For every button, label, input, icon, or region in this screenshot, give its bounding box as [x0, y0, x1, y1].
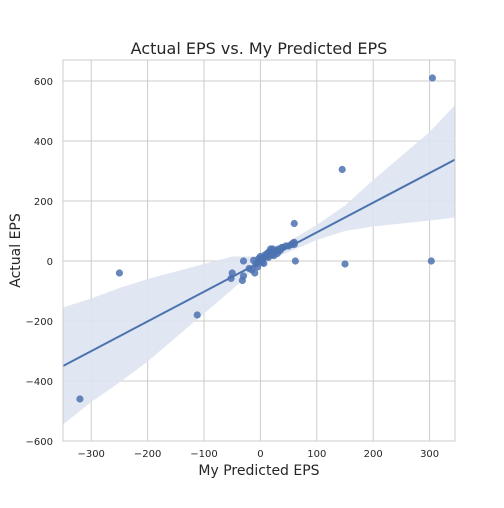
data-point	[270, 252, 278, 260]
x-tick-label: −300	[77, 449, 104, 460]
y-tick-label: 200	[34, 197, 53, 208]
x-tick-label: 200	[364, 449, 383, 460]
y-tick-label: −200	[26, 317, 53, 328]
data-point	[227, 274, 235, 282]
data-point	[239, 257, 248, 265]
x-tick-label: −200	[134, 449, 161, 460]
x-tick-label: 0	[257, 449, 263, 460]
data-point	[264, 253, 272, 261]
data-point	[193, 311, 201, 319]
axes-frame	[62, 59, 456, 442]
data-point	[76, 395, 84, 403]
x-tick-label: −100	[190, 449, 217, 460]
y-axis-label: Actual EPS	[8, 213, 24, 288]
y-tick-label: −600	[26, 437, 53, 448]
y-tick-label: 600	[34, 77, 53, 88]
x-tick-labels: −300 −200 −100 0 100 200 300	[77, 449, 439, 460]
data-point	[115, 269, 124, 277]
data-point	[341, 260, 349, 268]
y-tick-label: 0	[47, 257, 53, 268]
data-point	[260, 259, 268, 267]
data-point	[427, 257, 435, 265]
data-point	[290, 219, 298, 228]
data-point	[250, 256, 258, 264]
x-axis-label: My Predicted EPS	[198, 463, 319, 479]
data-point	[239, 272, 248, 280]
data-point	[428, 74, 437, 82]
data-point	[290, 238, 298, 246]
data-point	[338, 165, 346, 174]
data-point	[253, 263, 262, 271]
scatter-points-layer	[76, 74, 437, 403]
data-point	[251, 269, 259, 277]
x-tick-label: 100	[307, 449, 326, 460]
x-tick-label: 300	[420, 449, 439, 460]
y-tick-label: 400	[34, 137, 53, 148]
y-tick-label: −400	[26, 377, 53, 388]
data-point	[291, 257, 299, 265]
data-point	[228, 269, 236, 277]
plot-frame	[62, 59, 456, 442]
plot-area	[63, 60, 455, 441]
chart-title: Actual EPS vs. My Predicted EPS	[131, 39, 388, 58]
y-tick-labels: −600 −400 −200 0 200 400 600	[26, 77, 53, 448]
